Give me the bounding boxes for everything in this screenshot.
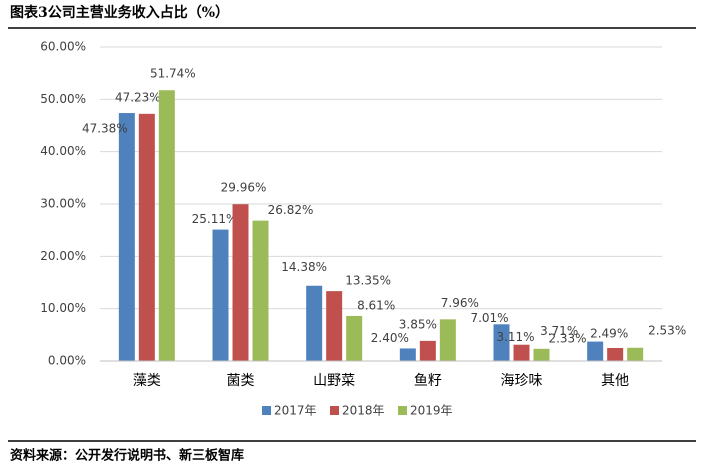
bar — [513, 344, 530, 361]
y-tick-label: 0.00% — [48, 354, 86, 368]
data-label: 3.11% — [496, 330, 534, 344]
y-tick-label: 50.00% — [40, 92, 86, 106]
data-label: 26.82% — [268, 203, 314, 217]
data-label: 51.74% — [150, 67, 196, 81]
data-label: 14.38% — [281, 260, 327, 274]
bar — [587, 341, 604, 361]
x-tick-label: 鱼籽 — [414, 372, 442, 389]
x-tick-label: 海珍味 — [501, 373, 543, 389]
data-label: 47.23% — [115, 90, 161, 104]
bar — [399, 348, 416, 361]
bar — [627, 347, 644, 361]
legend-label: 2018年 — [342, 404, 385, 418]
y-tick-label: 40.00% — [40, 144, 86, 158]
bar — [306, 285, 323, 361]
y-tick-label: 60.00% — [40, 40, 86, 54]
data-label: 8.61% — [357, 298, 395, 312]
y-tick-label: 20.00% — [40, 249, 86, 263]
y-tick-label: 30.00% — [40, 197, 86, 211]
bar — [346, 315, 363, 361]
bar — [419, 340, 436, 361]
bar — [326, 291, 343, 361]
bar — [607, 347, 624, 361]
x-tick-label: 其他 — [601, 373, 629, 389]
legend-swatch — [330, 406, 339, 415]
bar — [138, 113, 155, 361]
y-tick-label: 10.00% — [40, 301, 86, 315]
x-tick-label: 菌类 — [227, 373, 255, 389]
data-label: 29.96% — [221, 181, 267, 195]
data-label: 47.38% — [82, 122, 128, 136]
bar — [533, 348, 550, 361]
bar — [493, 324, 510, 361]
chart-title: 图表3公司主营业务收入占比（%） — [10, 4, 229, 21]
x-tick-label: 山野菜 — [313, 373, 355, 389]
legend-swatch — [398, 406, 407, 415]
bar — [232, 204, 249, 361]
bar — [212, 229, 229, 361]
bar — [158, 90, 175, 362]
data-label: 2.40% — [371, 331, 409, 345]
legend-label: 2019年 — [410, 404, 453, 418]
legend-label: 2017年 — [274, 404, 317, 418]
bar — [439, 319, 456, 361]
data-label: 7.01% — [470, 311, 508, 325]
source-note: 资料来源：公开发行说明书、新三板智库 — [10, 448, 244, 464]
data-label: 25.11% — [192, 212, 238, 226]
data-label: 2.53% — [648, 323, 686, 337]
legend-swatch — [262, 406, 271, 415]
bar — [252, 220, 269, 361]
bar — [118, 113, 135, 361]
x-tick-label: 藻类 — [133, 373, 161, 389]
data-label: 7.96% — [441, 296, 479, 310]
data-label: 3.85% — [399, 317, 437, 331]
data-label: 13.35% — [345, 274, 391, 288]
data-label: 3.71% — [540, 324, 578, 338]
data-label: 2.33% — [548, 331, 586, 345]
data-label: 2.49% — [590, 326, 628, 340]
